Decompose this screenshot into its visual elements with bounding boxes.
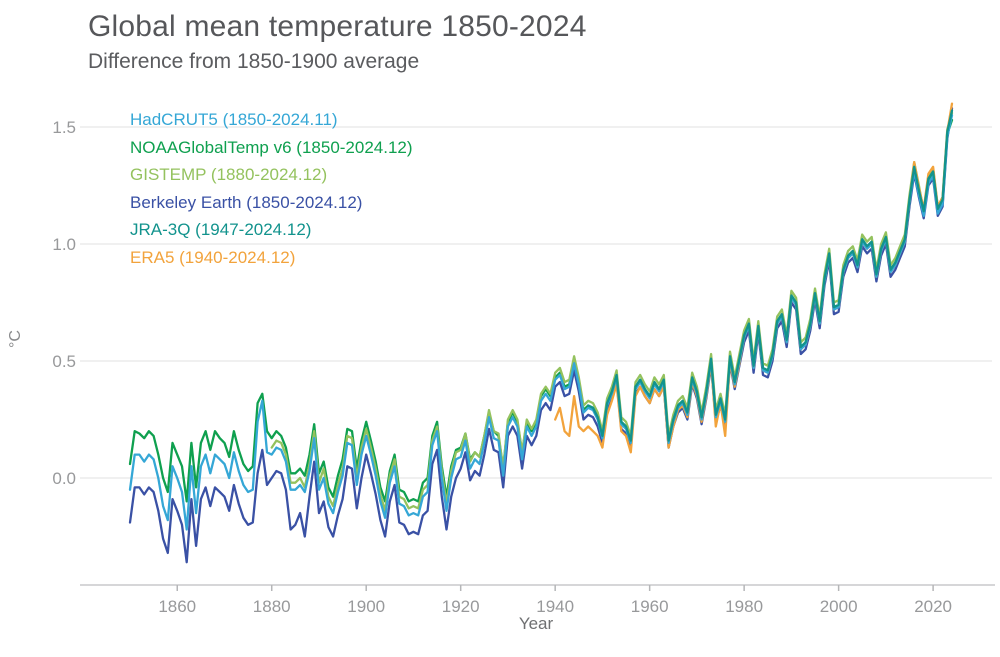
x-tick-label-2000: 2000 xyxy=(820,597,858,616)
chart-subtitle: Difference from 1850-1900 average xyxy=(88,50,420,73)
y-tick-label-1.0: 1.0 xyxy=(52,235,76,254)
y-tick-label-0.0: 0.0 xyxy=(52,469,76,488)
x-axis-title: Year xyxy=(518,614,554,633)
legend-item-berkeley: Berkeley Earth (1850-2024.12) xyxy=(130,192,363,212)
x-tick-label-1940: 1940 xyxy=(536,597,574,616)
x-tick-label-1860: 1860 xyxy=(158,597,196,616)
legend-item-jra3q: JRA-3Q (1947-2024.12) xyxy=(130,220,312,240)
y-tick-label-0.5: 0.5 xyxy=(52,352,76,371)
legend-item-noaa: NOAAGlobalTemp v6 (1850-2024.12) xyxy=(130,137,413,157)
series-line-era5 xyxy=(554,102,954,454)
legend-item-era5: ERA5 (1940-2024.12) xyxy=(130,247,296,267)
x-tick-label-1920: 1920 xyxy=(442,597,480,616)
chart-title: Global mean temperature 1850-2024 xyxy=(88,10,587,43)
legend-item-hadcrut5: HadCRUT5 (1850-2024.11) xyxy=(130,110,338,129)
legend-item-gistemp: GISTEMP (1880-2024.12) xyxy=(130,165,328,185)
x-tick-label-1980: 1980 xyxy=(725,597,763,616)
chart-legend: HadCRUT5 (1850-2024.11) NOAAGlobalTemp v6… xyxy=(130,110,413,276)
x-tick-label-1880: 1880 xyxy=(253,597,291,616)
series-line-jra3q xyxy=(587,109,954,442)
y-axis-title: °C xyxy=(7,330,24,348)
x-tick-label-1960: 1960 xyxy=(631,597,669,616)
x-tick-label-1900: 1900 xyxy=(347,597,385,616)
y-tick-label-1.5: 1.5 xyxy=(52,118,76,137)
x-tick-label-2020: 2020 xyxy=(914,597,952,616)
